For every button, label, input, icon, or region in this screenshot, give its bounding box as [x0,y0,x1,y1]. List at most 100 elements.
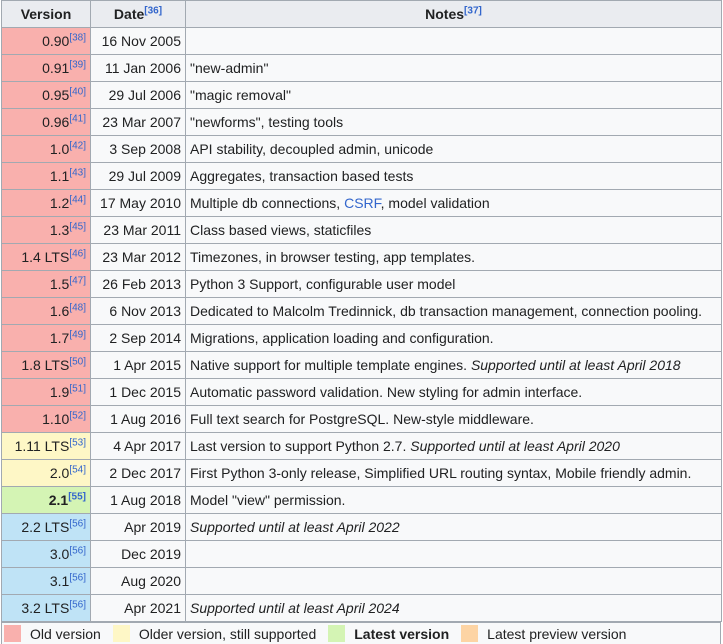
notes-text: "new-admin" [190,60,269,76]
notes-cell: First Python 3-only release, Simplified … [185,459,722,487]
date-cell: Apr 2019 [90,513,186,541]
notes-text: Class based views, staticfiles [190,222,372,238]
version-ref-link[interactable]: [56] [69,518,86,530]
legend-label: Older version, still supported [138,625,317,642]
date-header[interactable]: Date[36] [90,0,186,28]
version-ref-link[interactable]: [39] [69,59,86,71]
version-header-label: Version [20,6,72,22]
notes-text: Dedicated to Malcolm Tredinnick, db tran… [190,303,703,319]
version-ref-link[interactable]: [53] [69,437,86,449]
date-header-ref[interactable]: [36] [144,5,163,17]
version-cell: 1.10[52] [1,405,91,433]
version-ref-link[interactable]: [40] [69,86,86,98]
notes-cell: "newforms", testing tools [185,108,722,136]
version-ref-link[interactable]: [49] [69,329,86,341]
support-note: Supported until at least April 2022 [190,519,400,535]
version-ref-link[interactable]: [56] [69,599,86,611]
version-ref-link[interactable]: [55] [68,491,86,503]
table-row: 1.11 LTS[53] 4 Apr 2017 Last version to su… [1,432,722,460]
notes-text: Timezones, in browser testing, app templ… [190,249,476,265]
version-ref-link[interactable]: [38] [69,32,86,44]
notes-text: Model "view" permission. [190,492,346,508]
version-ref-link[interactable]: [56] [69,545,86,557]
notes-cell: Supported until at least April 2024 [185,594,722,622]
notes-header-ref[interactable]: [37] [464,5,482,17]
version-label: 0.96 [42,114,70,130]
notes-cell: Class based views, staticfiles [185,216,722,244]
notes-text: Last version to support Python 2.7. [190,438,411,454]
table-row: 1.10[52] 1 Aug 2016 Full text search for P… [1,405,722,433]
table-row: 1.3[45] 23 Mar 2011 Class based views, sta… [1,216,722,244]
notes-text: Full text search for PostgreSQL. New-sty… [190,411,534,427]
notes-text: Automatic password validation. New styli… [190,384,583,400]
version-ref-link[interactable]: [46] [69,248,86,260]
legend-label: Old version [30,625,101,642]
version-label: 1.0 [49,141,70,157]
release-history-table: Version Date[36] Notes[37] 0.90[38] 16 No… [1,0,722,622]
version-label: 2.2 LTS [21,519,70,535]
table-row: 1.8 LTS[50] 1 Apr 2015 Native support for … [1,351,722,379]
version-cell: 1.11 LTS[53] [1,432,91,460]
version-label: 1.2 [49,195,70,211]
csrf-link[interactable]: CSRF [344,195,381,211]
date-cell: 2 Dec 2017 [90,459,186,487]
version-cell: 1.1[43] [1,162,91,190]
notes-cell: Aggregates, transaction based tests [185,162,722,190]
date-cell: Apr 2021 [90,594,186,622]
version-cell: 0.91[39] [1,54,91,82]
version-ref-link[interactable]: [45] [69,221,86,233]
version-label: 2.1 [48,492,69,508]
legend-label: Latest version [354,625,450,642]
table-row: 1.2[44] 17 May 2010 Multiple db connection… [1,189,722,217]
version-label: 0.91 [42,60,70,76]
notes-text: Aggregates, transaction based tests [190,168,414,184]
date-cell: 3 Sep 2008 [90,135,186,163]
notes-text: Native support for multiple template eng… [190,357,471,373]
date-cell: 1 Aug 2016 [90,405,186,433]
version-ref-link[interactable]: [56] [69,572,86,584]
date-cell: 23 Mar 2007 [90,108,186,136]
notes-cell: Automatic password validation. New styli… [185,378,722,406]
table-row: 3.1[56] Aug 2020 [1,567,722,595]
version-cell: 0.95[40] [1,81,91,109]
version-cell: 3.0[56] [1,540,91,568]
version-ref-link[interactable]: [54] [69,464,86,476]
table-row: 1.7[49] 2 Sep 2014 Migrations, application… [1,324,722,352]
version-legend: Old version Older version, still supporte… [1,622,721,644]
version-ref-link[interactable]: [42] [69,140,86,152]
table-row: 1.6[48] 6 Nov 2013 Dedicated to Malcolm Tr… [1,297,722,325]
notes-header[interactable]: Notes[37] [185,0,722,28]
legend-item-old: Old version [2,625,101,642]
version-ref-link[interactable]: [52] [69,410,86,422]
version-label: 1.11 LTS [14,438,70,454]
version-cell: 1.2[44] [1,189,91,217]
date-cell: 16 Nov 2005 [90,27,186,55]
version-cell: 1.9[51] [1,378,91,406]
version-label: 1.3 [49,222,70,238]
version-ref-link[interactable]: [48] [69,302,86,314]
version-ref-link[interactable]: [50] [69,356,86,368]
version-ref-link[interactable]: [47] [69,275,86,287]
notes-header-label: Notes [425,6,465,22]
legend-swatch [461,625,479,642]
version-label: 1.5 [49,276,70,292]
version-label: 1.6 [49,303,70,319]
version-ref-link[interactable]: [44] [69,194,86,206]
version-ref-link[interactable]: [51] [69,383,86,395]
support-note: Supported until at least April 2024 [190,600,400,616]
table-row: 2.0[54] 2 Dec 2017 First Python 3-only rel… [1,459,722,487]
version-label: 1.10 [42,411,70,427]
table-row: 1.5[47] 26 Feb 2013 Python 3 Support, conf… [1,270,722,298]
version-ref-link[interactable]: [41] [69,113,86,125]
version-label: 2.0 [49,465,70,481]
version-label: 3.1 [49,573,70,589]
version-cell: 1.4 LTS[46] [1,243,91,271]
version-cell: 2.0[54] [1,459,91,487]
date-cell: 23 Mar 2012 [90,243,186,271]
table-row: 0.90[38] 16 Nov 2005 [1,27,722,55]
notes-text: "newforms", testing tools [190,114,344,130]
notes-cell: "magic removal" [185,81,722,109]
version-cell: 1.7[49] [1,324,91,352]
version-ref-link[interactable]: [43] [69,167,86,179]
version-header[interactable]: Version [1,0,91,28]
